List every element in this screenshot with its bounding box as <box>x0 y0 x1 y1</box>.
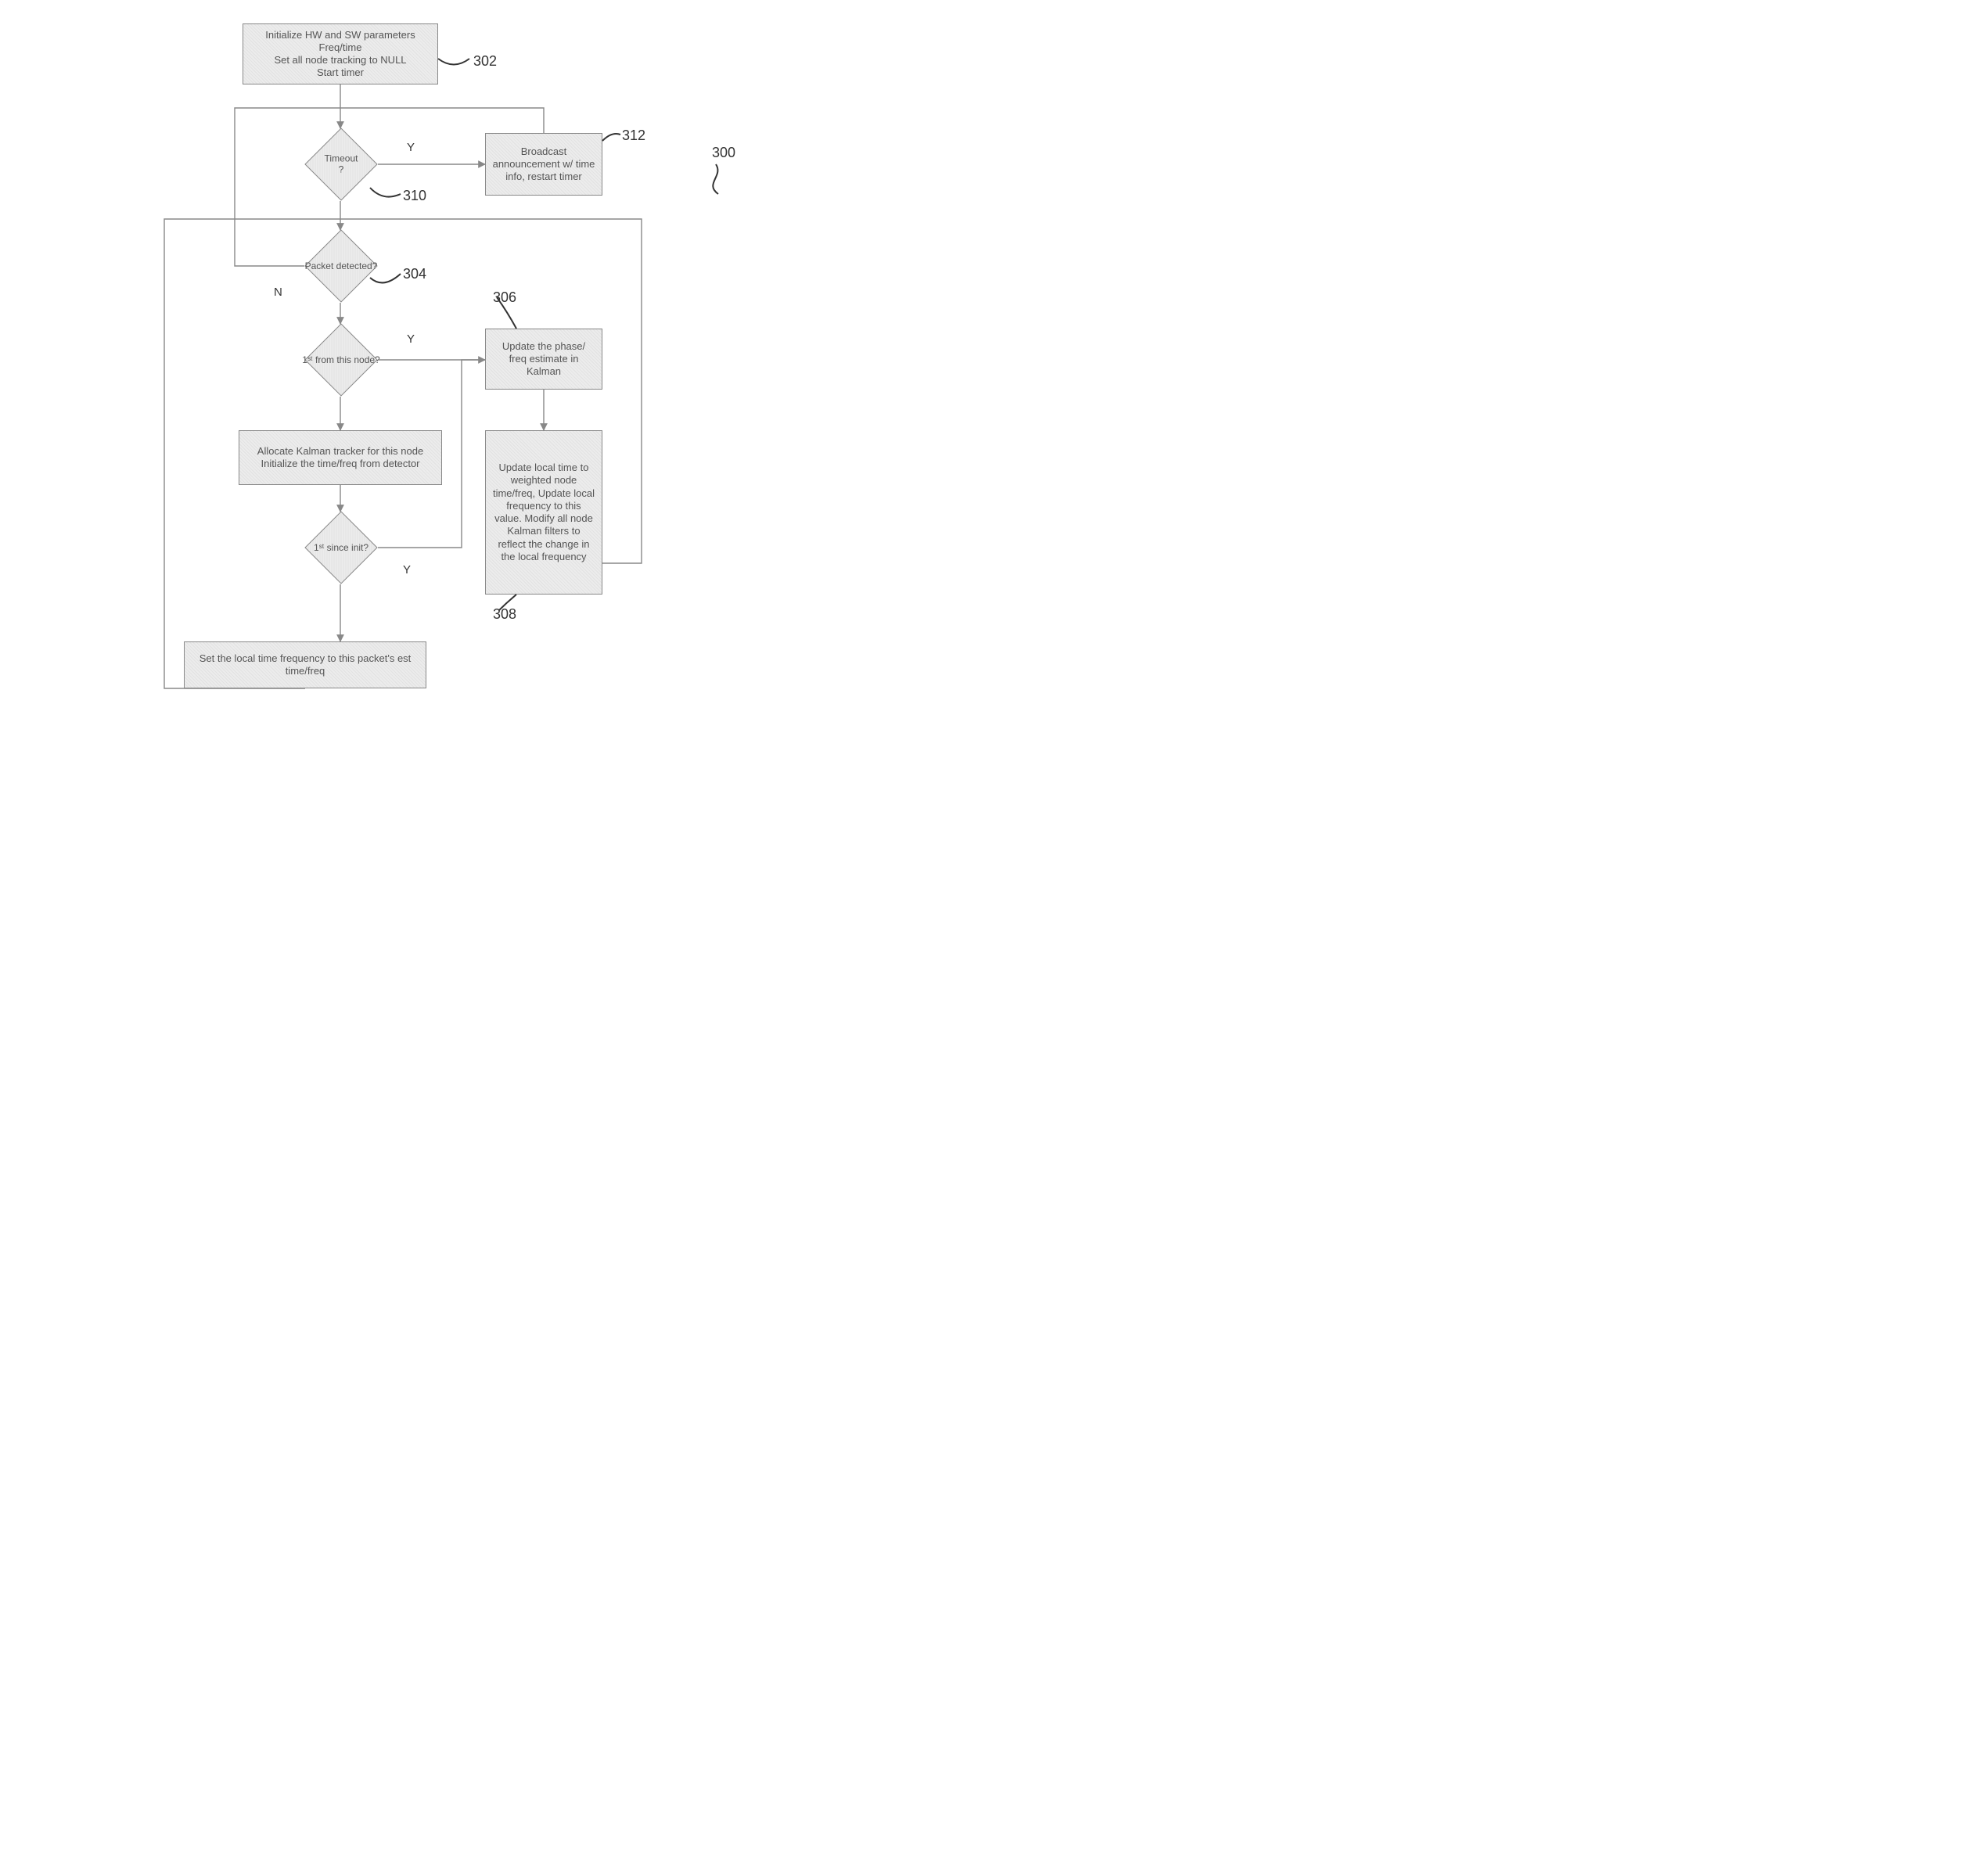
node-packet: Packet detected? <box>304 229 377 302</box>
node-init-text: Initialize HW and SW parametersFreq/time… <box>265 29 415 80</box>
node-updlocal-text: Update local time to weighted node time/… <box>492 462 595 563</box>
node-firstnode-text: 1ˢᵗ from this node? <box>294 354 388 365</box>
node-timeout: Timeout? <box>304 128 377 200</box>
node-updphase-text: Update the phase/ freq estimate in Kalma… <box>492 340 595 379</box>
ref-300: 300 <box>712 145 735 161</box>
flowchart-canvas: Initialize HW and SW parametersFreq/time… <box>16 16 782 767</box>
ref-308: 308 <box>493 606 516 623</box>
node-setlocal: Set the local time frequency to this pac… <box>184 641 426 688</box>
node-firstnode: 1ˢᵗ from this node? <box>304 323 377 396</box>
node-packet-text: Packet detected? <box>294 260 388 271</box>
ref-302: 302 <box>473 53 497 70</box>
node-alloc-text: Allocate Kalman tracker for this nodeIni… <box>257 445 423 471</box>
label-y-timeout: Y <box>407 141 415 154</box>
node-sinceinit: 1ˢᵗ since init? <box>304 511 377 584</box>
node-alloc: Allocate Kalman tracker for this nodeIni… <box>239 430 442 485</box>
node-updphase: Update the phase/ freq estimate in Kalma… <box>485 329 602 390</box>
node-timeout-text: Timeout? <box>294 153 388 176</box>
label-y-firstnode: Y <box>407 332 415 346</box>
label-n-packet: N <box>274 286 282 299</box>
ref-304: 304 <box>403 266 426 282</box>
node-setlocal-text: Set the local time frequency to this pac… <box>191 652 419 678</box>
node-sinceinit-text: 1ˢᵗ since init? <box>294 542 388 553</box>
node-updlocal: Update local time to weighted node time/… <box>485 430 602 595</box>
ref-306: 306 <box>493 289 516 306</box>
ref-312: 312 <box>622 128 645 144</box>
ref-310: 310 <box>403 188 426 204</box>
label-y-sinceinit: Y <box>403 563 411 577</box>
node-broadcast: Broadcast announcement w/ time info, res… <box>485 133 602 196</box>
node-init: Initialize HW and SW parametersFreq/time… <box>243 23 438 84</box>
node-broadcast-text: Broadcast announcement w/ time info, res… <box>492 146 595 184</box>
